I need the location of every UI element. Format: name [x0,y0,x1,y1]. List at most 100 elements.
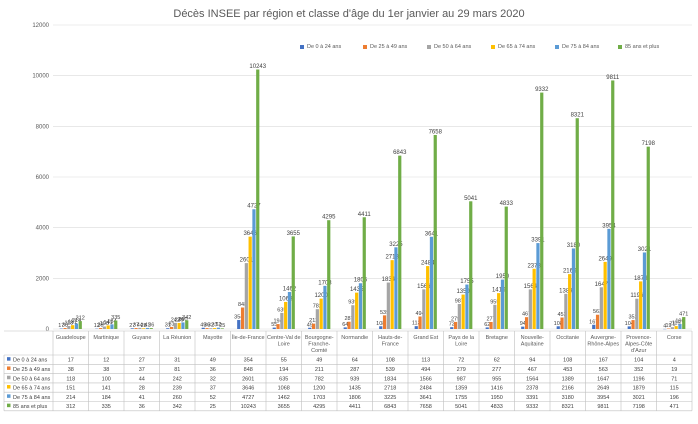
data-label: 539 [380,310,389,316]
bar [209,328,213,329]
table-cell: 49 [316,358,322,364]
data-label: 9811 [606,75,620,81]
table-cell: 7658 [420,404,432,410]
table-cell: 239 [173,386,182,392]
data-label: 494 [415,311,424,317]
data-label: 3225 [389,242,403,248]
bar [272,327,276,329]
bar [592,324,596,329]
table-cell: 2378 [526,386,538,392]
table-cell: 782 [315,376,324,382]
category-label: d'Azur [631,348,647,354]
legend-label: De 65 à 74 ans [498,44,536,50]
legend-swatch [363,44,367,49]
table-cell: 36 [210,367,216,373]
bar [627,326,631,329]
table-cell: 1755 [455,395,467,401]
table-cell: 2166 [562,386,574,392]
table-cell: 141 [102,386,111,392]
data-label: 100 [100,321,109,327]
data-label: 453 [557,312,566,318]
data-label: 3646 [243,231,257,237]
data-label: 2649 [598,256,612,262]
legend-item: 85 ans et plus [618,44,659,50]
bar [429,236,434,329]
data-label: 1435 [350,287,364,293]
data-label: 955 [490,299,499,305]
table-cell: 2718 [384,386,396,392]
bar [358,283,363,329]
legend-key [7,357,11,361]
data-label: 939 [348,300,357,306]
bar [461,294,465,329]
table-cell: 211 [315,367,324,373]
bar [276,324,280,329]
table-cell: 354 [244,358,253,364]
data-label: 312 [76,316,85,322]
table-cell: 3225 [384,395,396,401]
table-cell: 939 [350,376,359,382]
data-label: 1359 [456,289,470,295]
data-label: 113 [412,321,421,327]
table-cell: 342 [173,404,182,410]
data-label: 151 [68,320,77,326]
bar [642,252,647,329]
bar [252,209,256,329]
table-cell: 214 [66,395,75,401]
table-cell: 8321 [562,404,574,410]
bar [256,69,260,329]
category-label: Loire [455,342,467,348]
table-cell: 71 [671,376,677,382]
data-label: 2718 [385,255,399,261]
bar [205,328,209,329]
bar [287,291,292,329]
bar [556,326,560,329]
bar [418,316,422,329]
data-label: 36 [204,323,210,329]
data-label: 41 [144,322,150,328]
data-label: 3641 [425,231,439,237]
data-label: 28 [141,323,147,329]
table-cell: 3641 [420,395,432,401]
bar [102,326,106,329]
legend-label: 85 ans et plus [625,44,660,50]
data-label: 38 [62,323,68,329]
data-label: 141 [104,320,113,326]
legend-item: De 25 à 49 ans [363,44,407,50]
table-cell: 3391 [526,395,538,401]
bar [635,298,639,329]
table-cell: 3954 [597,395,609,401]
bar [394,247,398,329]
table-cell: 9811 [597,404,609,410]
table-cell: 4 [673,358,676,364]
bar [422,289,426,329]
data-label: 62 [484,322,490,328]
table-cell: 467 [528,367,537,373]
legend-key [7,403,11,408]
legend-label: De 25 à 49 ans [370,44,408,50]
data-label: 260 [178,317,187,323]
data-label: 4411 [358,212,372,218]
bar [110,324,114,329]
bar [142,328,146,329]
table-cell: 196 [670,395,679,401]
category-label: Bourgogne- [305,335,334,341]
bar [631,320,635,329]
bar [469,201,473,329]
data-label: 467 [522,312,531,318]
table-cell: 7198 [633,404,645,410]
table-cell: 287 [350,367,359,373]
table-cell: 64 [352,358,358,364]
data-label: 32 [208,323,214,329]
data-label: 8321 [571,113,585,119]
table-cell: 260 [173,395,182,401]
table-cell: 151 [66,386,75,392]
bar [450,327,454,329]
data-label: 211 [309,318,318,324]
data-label: 354 [234,315,243,321]
table-cell: 494 [421,367,430,373]
category-label: Loire [278,342,290,348]
data-label: 64 [342,322,348,328]
data-label: 2166 [563,269,577,275]
data-label: 115 [672,321,681,327]
